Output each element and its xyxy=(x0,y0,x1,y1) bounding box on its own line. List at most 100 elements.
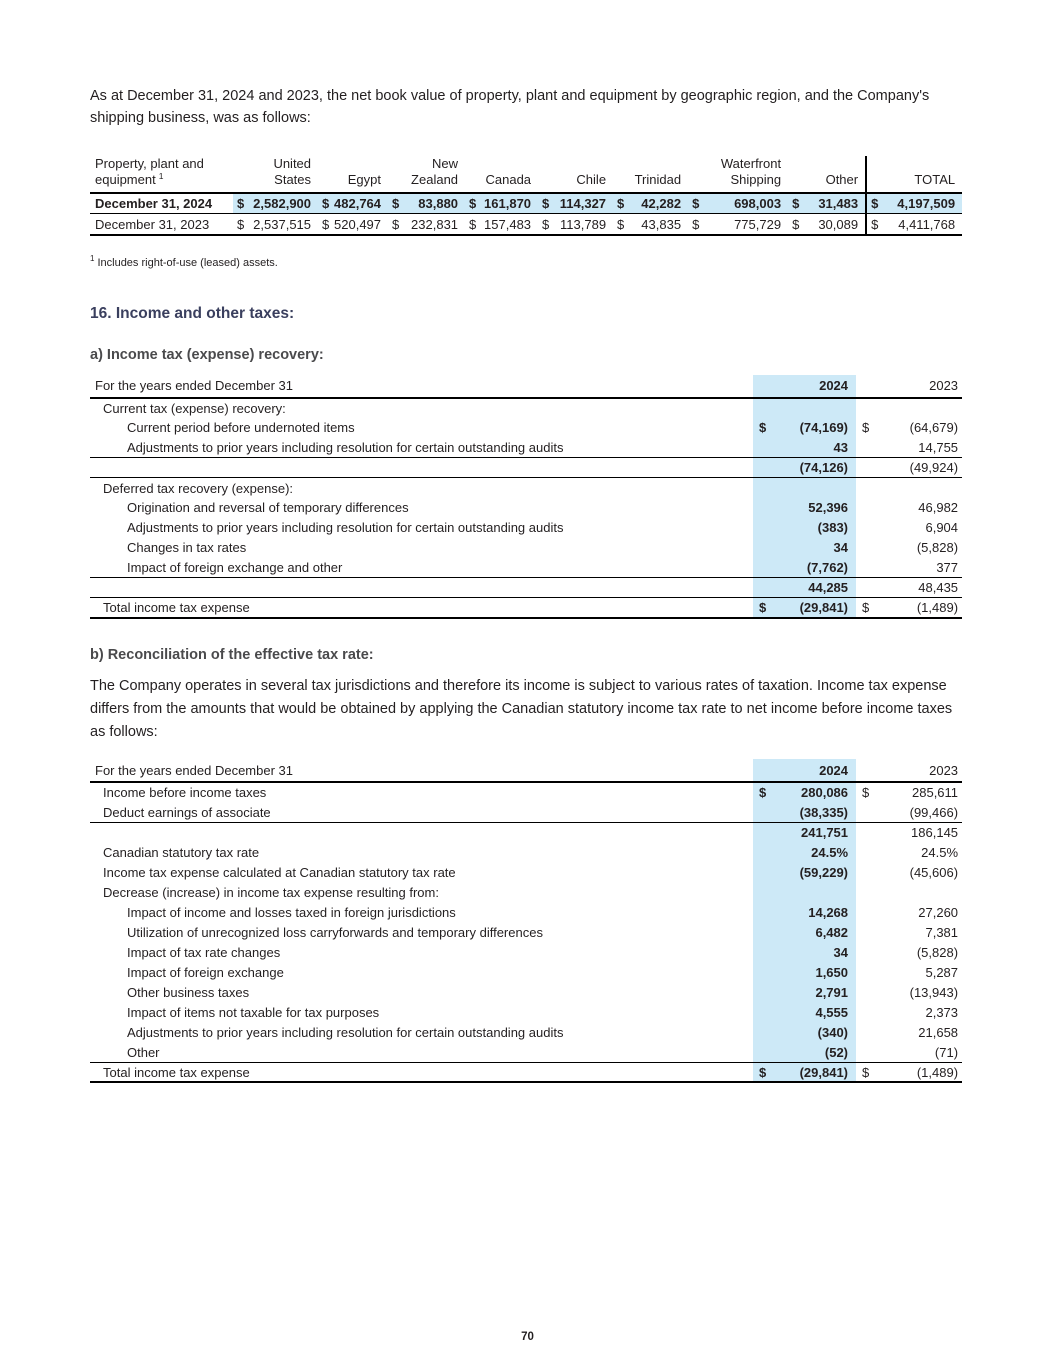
currency-symbol: $ xyxy=(865,192,885,215)
row-label: Impact of items not taxable for tax purp… xyxy=(127,1004,380,1020)
currency-symbol-2023: $ xyxy=(856,597,883,619)
row-label: Decrease (increase) in income tax expens… xyxy=(103,884,439,900)
table-row: (74,126) (49,924) xyxy=(90,457,963,479)
footnote-text: Includes right-of-use (leased) assets. xyxy=(97,256,278,269)
currency-symbol-2024 xyxy=(753,497,779,518)
value-2023: 7,381 xyxy=(925,924,959,940)
currency-symbol-2024 xyxy=(753,802,779,823)
value-2023: (71) xyxy=(882,1042,963,1063)
currency-symbol: $ xyxy=(465,213,482,236)
row-label: Total income tax expense xyxy=(90,1062,753,1084)
currency-symbol: $ xyxy=(233,192,249,215)
row-label: Impact of foreign exchange and other xyxy=(90,557,753,579)
value: 83,880 xyxy=(404,192,466,215)
value-2024: 241,751 xyxy=(779,822,857,843)
column-header: Trinidad xyxy=(613,155,689,194)
currency-symbol: $ xyxy=(465,192,482,215)
row-label: December 31, 2023 xyxy=(90,213,233,236)
value-2023: 46,982 xyxy=(918,500,959,516)
table-row: Total income tax expense $ (29,841) $ (1,489… xyxy=(90,1062,963,1084)
footnote-superscript: 1 xyxy=(90,254,95,264)
value: 520,497 xyxy=(334,213,389,236)
currency-symbol-2023 xyxy=(856,457,883,479)
row-label: Income tax expense calculated at Canadia… xyxy=(103,864,456,880)
currency-symbol-2023 xyxy=(856,557,883,579)
note-16-heading: 16. Income and other taxes: xyxy=(90,304,295,322)
table-row: Impact of tax rate changes 34 (5,828) xyxy=(90,942,962,963)
subsection-b-heading: b) Reconciliation of the effective tax r… xyxy=(90,646,374,663)
currency-symbol-2024 xyxy=(753,902,779,923)
table-row: Deferred tax recovery (expense): xyxy=(90,477,962,498)
intro-paragraph: As at December 31, 2024 and 2023, the ne… xyxy=(90,88,930,126)
currency-symbol-2023 xyxy=(856,802,883,823)
row-label: Current period before undernoted items xyxy=(127,420,355,436)
table-a-header-label: For the years ended December 31 xyxy=(90,374,753,399)
table-a-header-row: For the years ended December 31 2024 202… xyxy=(90,374,963,399)
currency-symbol-2023 xyxy=(856,538,882,558)
value-2023: (1,489) xyxy=(882,1062,963,1084)
currency-symbol-2023 xyxy=(856,518,882,538)
value: 4,411,768 xyxy=(884,213,963,236)
currency-symbol: $ xyxy=(613,213,630,236)
currency-symbol-2024 xyxy=(753,457,779,479)
value-2024 xyxy=(779,397,857,418)
value-2023 xyxy=(882,882,962,902)
column-header-2024: 2024 xyxy=(753,759,857,784)
currency-symbol: $ xyxy=(318,192,335,215)
row-label xyxy=(90,577,753,599)
row-label: Total income tax expense xyxy=(90,597,753,619)
column-header: Egypt xyxy=(318,155,389,194)
value-2023: (1,489) xyxy=(882,597,963,619)
value-2023: 6,904 xyxy=(925,520,959,536)
currency-symbol-2024 xyxy=(753,397,779,418)
currency-symbol-2024 xyxy=(753,557,779,579)
currency-symbol: $ xyxy=(865,213,885,236)
value-2023: 24.5% xyxy=(921,844,959,860)
table-row: Impact of items not taxable for tax purp… xyxy=(90,1002,962,1023)
currency-symbol-2023 xyxy=(856,982,882,1002)
value: 698,003 xyxy=(704,192,789,215)
row-label: Deferred tax recovery (expense): xyxy=(103,480,294,496)
value: 43,835 xyxy=(629,213,689,236)
currency-symbol: $ xyxy=(788,213,805,236)
value-2024 xyxy=(779,882,857,903)
value-2024: (29,841) xyxy=(779,597,857,619)
column-header: TOTAL xyxy=(865,155,963,194)
currency-symbol-2024 xyxy=(753,962,779,983)
value: 30,089 xyxy=(804,213,867,236)
value-2023: (45,606) xyxy=(909,864,959,880)
value-2023: 27,260 xyxy=(918,904,959,920)
income-tax-expense-recovery-table: For the years ended December 31 2024 202… xyxy=(90,374,963,619)
currency-symbol-2023 xyxy=(856,437,883,459)
currency-symbol-2024 xyxy=(753,537,779,558)
currency-symbol-2024: $ xyxy=(753,597,779,619)
value-2024: 1,650 xyxy=(779,962,857,983)
reconciliation-paragraph: The Company operates in several tax juri… xyxy=(90,677,953,740)
currency-symbol-2024 xyxy=(753,942,779,963)
column-header: Other xyxy=(788,155,867,194)
table-row: December 31, 2024 $2,582,900 $482,764 $83,8… xyxy=(90,192,963,215)
ppe-header-row: Property, plant and equipment 1 United St… xyxy=(90,155,963,194)
currency-symbol-2024 xyxy=(753,1042,779,1063)
ppe-header-label: Property, plant and equipment 1 xyxy=(90,155,233,194)
currency-symbol-2023 xyxy=(856,862,882,882)
table-row: 44,285 48,435 xyxy=(90,577,963,599)
value-2024: 43 xyxy=(779,437,857,459)
column-header-2024: 2024 xyxy=(753,374,857,399)
value: 157,483 xyxy=(481,213,539,236)
table-row: Utilization of unrecognized loss carryfo… xyxy=(90,922,962,943)
table-row: Impact of income and losses taxed in for… xyxy=(90,902,962,923)
currency-symbol-2023 xyxy=(856,498,882,518)
footnote-marker: 1 xyxy=(158,170,164,181)
value-2024: (383) xyxy=(779,517,857,538)
page-content: As at December 31, 2024 and 2023, the ne… xyxy=(90,88,963,1084)
ppe-header-label-line2: equipment xyxy=(95,172,156,188)
value: 2,537,515 xyxy=(249,213,319,236)
row-label: Other xyxy=(90,1042,753,1063)
value-2023: 5,287 xyxy=(925,964,959,980)
currency-symbol: $ xyxy=(538,192,555,215)
value: 161,870 xyxy=(481,192,539,215)
value-2024: 4,555 xyxy=(779,1002,857,1023)
row-label: Other business taxes xyxy=(127,984,250,1000)
row-label: Impact of income and losses taxed in for… xyxy=(127,904,456,920)
